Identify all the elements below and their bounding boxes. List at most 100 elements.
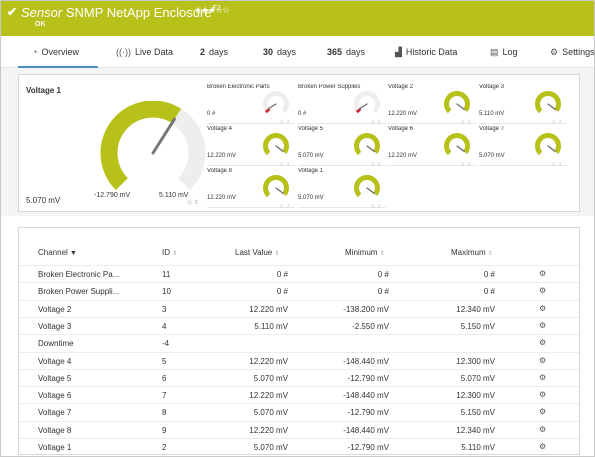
- mini-gauge-card[interactable]: Voltage 6 12.220 mV ◎ ⇕: [388, 124, 476, 166]
- table-row[interactable]: Voltage 5 6 5.070 mV -12.790 mV 5.070 mV ⚙: [19, 368, 579, 386]
- mini-gauge-value: 12.220 mV: [207, 195, 237, 201]
- mini-gauge-value: 5.070 mV: [298, 195, 324, 201]
- checkmark-icon: ✔: [7, 5, 18, 19]
- gauge-options-icon[interactable]: ◎ ⇕: [461, 119, 472, 124]
- channel-name[interactable]: Broken Electronic Pa...: [38, 270, 120, 279]
- channel-settings-icon[interactable]: ⚙: [539, 286, 547, 296]
- table-row[interactable]: Voltage 3 4 5.110 mV -2.550 mV 5.150 mV ⚙: [19, 316, 579, 334]
- table-row[interactable]: Voltage 4 5 12.220 mV -148.440 mV 12.300 mV ⚙: [19, 351, 579, 369]
- channel-name[interactable]: Voltage 3: [38, 321, 72, 331]
- mini-gauge-value: 5.070 mV: [298, 153, 324, 159]
- column-header-minimum[interactable]: Minimum ⇕: [345, 248, 385, 257]
- mini-gauge-card[interactable]: Voltage 3 5.110 mV ◎ ⇕: [479, 82, 567, 124]
- maximum-value: 12.340 mV: [456, 304, 495, 314]
- mini-gauge-card[interactable]: Voltage 4 12.220 mV ◎ ⇕: [207, 124, 295, 166]
- column-label: ID: [162, 248, 170, 257]
- channel-id: -4: [162, 339, 170, 349]
- primary-gauge[interactable]: [95, 101, 215, 191]
- channel-name[interactable]: Voltage 6: [38, 391, 72, 401]
- mini-gauge-card[interactable]: Broken Power Supplies 0 # ◎ ⇕: [298, 82, 386, 124]
- tab-overview[interactable]: ◔ Overview: [18, 36, 98, 68]
- tab-2-days[interactable]: 2 days: [200, 36, 228, 68]
- channel-id: 9: [162, 425, 167, 435]
- tab-historic-data[interactable]: ▟ Historic Data: [395, 36, 457, 68]
- minimum-value: -148.440 mV: [343, 391, 389, 401]
- gauge-options-icon[interactable]: ◎ ⇕: [371, 119, 382, 124]
- channel-name[interactable]: Broken Power Suppli...: [38, 287, 120, 297]
- gauge-options-icon[interactable]: ◎ ⇕: [371, 161, 382, 166]
- tab-30-days[interactable]: 30 days: [263, 36, 296, 68]
- tab-label: Overview: [41, 47, 79, 57]
- channel-name[interactable]: Voltage 1: [38, 443, 72, 452]
- gauge-options-icon[interactable]: ◎ ⇕: [280, 203, 291, 208]
- gauge-options-icon[interactable]: ◎ ⇕: [187, 200, 199, 206]
- minimum-value: 0 #: [377, 270, 389, 279]
- priority-stars[interactable]: ★★★☆☆: [194, 5, 230, 15]
- mini-gauge-card[interactable]: Voltage 8 12.220 mV ◎ ⇕: [207, 166, 295, 208]
- mini-gauge-card[interactable]: Broken Electronic Parts 0 # ◎ ⇕: [207, 82, 295, 124]
- gauge-options-icon[interactable]: ◎ ⇕: [461, 161, 472, 166]
- mini-gauge-value: 12.220 mV: [388, 111, 418, 117]
- channel-settings-icon[interactable]: ⚙: [539, 320, 547, 330]
- channel-name[interactable]: Voltage 7: [38, 408, 72, 418]
- mini-gauge-value: 0 #: [207, 111, 216, 117]
- channel-settings-icon[interactable]: ⚙: [539, 355, 547, 365]
- minimum-value: -2.550 mV: [352, 321, 389, 331]
- channel-settings-icon[interactable]: ⚙: [539, 269, 547, 278]
- gauge-options-icon[interactable]: ◎ ⇕: [280, 161, 291, 166]
- column-header-channel[interactable]: Channel ▼: [38, 248, 77, 257]
- gauge-arc: [444, 133, 470, 156]
- column-header-maximum[interactable]: Maximum ⇕: [451, 248, 493, 257]
- last-value: 0 #: [276, 287, 288, 297]
- column-header-id[interactable]: ID ⇕: [162, 248, 177, 257]
- tab-settings[interactable]: ⚙ Settings: [550, 36, 595, 68]
- maximum-value: 0 #: [483, 270, 495, 279]
- mini-gauge-title: Voltage 4: [207, 126, 233, 132]
- channel-id: 4: [162, 321, 167, 331]
- sort-desc-icon: ▼: [70, 250, 77, 257]
- channel-name[interactable]: Voltage 8: [38, 425, 72, 435]
- gauge-options-icon[interactable]: ◎ ⇕: [280, 119, 291, 124]
- table-row[interactable]: Downtime -4 ⚙: [19, 334, 579, 351]
- channel-name[interactable]: Downtime: [38, 339, 74, 349]
- mini-gauge-card[interactable]: Voltage 5 5.070 mV ◎ ⇕: [298, 124, 386, 166]
- mini-gauge-title: Voltage 8: [207, 168, 233, 174]
- channel-settings-icon[interactable]: ⚙: [539, 390, 547, 400]
- table-row[interactable]: Voltage 8 9 12.220 mV -148.440 mV 12.340 mV ⚙: [19, 420, 579, 438]
- table-row[interactable]: Broken Electronic Pa... 11 0 # 0 # 0 # ⚙: [19, 265, 579, 282]
- title-name: SNMP NetApp Enclosure: [65, 5, 212, 20]
- mini-gauge-title: Broken Power Supplies: [298, 84, 361, 90]
- gauge-options-icon[interactable]: ◎ ⇕: [552, 119, 563, 124]
- channel-name[interactable]: Voltage 2: [38, 304, 72, 314]
- tab-live-data[interactable]: ((·)) Live Data: [116, 36, 173, 68]
- column-header-last-value[interactable]: Last Value ⇕: [235, 248, 279, 257]
- channel-settings-icon[interactable]: ⚙: [539, 424, 547, 434]
- mini-gauge-card[interactable]: Voltage 1 5.070 mV ◎ ⇕: [298, 166, 386, 208]
- overview-icon: ◔: [32, 47, 38, 57]
- last-value: 5.070 mV: [253, 408, 288, 418]
- channel-settings-icon[interactable]: ⚙: [539, 338, 547, 348]
- channel-settings-icon[interactable]: ⚙: [539, 372, 547, 382]
- mini-gauge: [263, 175, 289, 198]
- gauge-options-icon[interactable]: ◎ ⇕: [552, 161, 563, 166]
- mini-gauge-card[interactable]: Voltage 2 12.220 mV ◎ ⇕: [388, 82, 476, 124]
- channel-name[interactable]: Voltage 4: [38, 356, 72, 366]
- table-row[interactable]: Voltage 1 2 5.070 mV -12.790 mV 5.110 mV ⚙: [19, 438, 579, 454]
- last-value: 5.070 mV: [253, 373, 288, 383]
- table-row[interactable]: Voltage 6 7 12.220 mV -148.440 mV 12.300 mV ⚙: [19, 386, 579, 403]
- primary-gauge-value: 5.070 mV: [26, 196, 61, 205]
- channel-settings-icon[interactable]: ⚙: [539, 407, 547, 417]
- tab-365-days[interactable]: 365 days: [327, 36, 365, 68]
- mini-gauge-card[interactable]: Voltage 7 5.070 mV ◎ ⇕: [479, 124, 567, 166]
- channel-settings-icon[interactable]: ⚙: [539, 442, 547, 451]
- channel-name[interactable]: Voltage 5: [38, 373, 72, 383]
- gauge-needle: [547, 103, 556, 110]
- gauge-options-icon[interactable]: ◎ ⇕: [371, 203, 382, 208]
- gauge-track: [263, 91, 289, 114]
- table-row[interactable]: Broken Power Suppli... 10 0 # 0 # 0 # ⚙: [19, 282, 579, 299]
- table-row[interactable]: Voltage 2 3 12.220 mV -138.200 mV 12.340 mV ⚙: [19, 299, 579, 317]
- channel-settings-icon[interactable]: ⚙: [539, 303, 547, 313]
- tab-log[interactable]: ▤ Log: [490, 36, 518, 68]
- title-prefix: Sensor: [21, 5, 63, 20]
- table-row[interactable]: Voltage 7 8 5.070 mV -12.790 mV 5.150 mV ⚙: [19, 403, 579, 420]
